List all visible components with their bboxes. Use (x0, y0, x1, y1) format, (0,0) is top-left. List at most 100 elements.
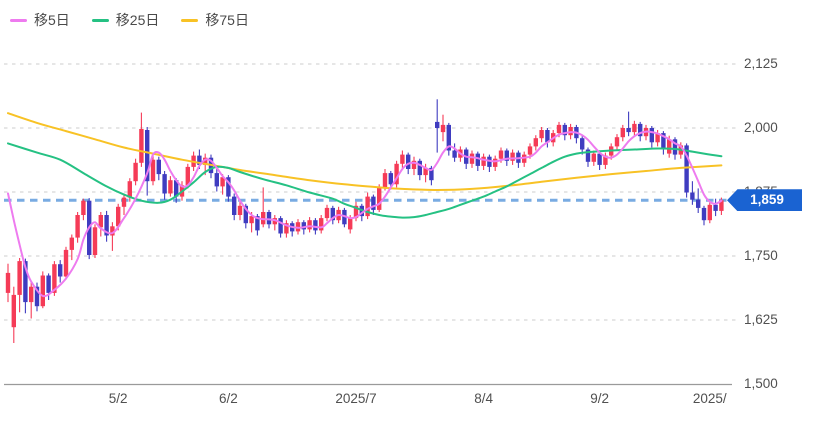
candle-body-up (667, 139, 672, 154)
legend-label-ma25: 移25日 (115, 12, 160, 28)
ma25-line-swatch-icon (91, 18, 109, 22)
candle-body-up (203, 157, 208, 165)
candle-body-down (475, 153, 480, 166)
candle-body-down (104, 215, 109, 236)
candle-body-up (92, 227, 98, 255)
candle-body-up (411, 160, 417, 169)
x-axis-label: 6/2 (219, 391, 238, 406)
candle-body-up (139, 129, 144, 163)
candle-body-down (429, 167, 434, 181)
candle-body-down (371, 196, 376, 210)
candle-body-down (672, 139, 678, 155)
candle-body-down (243, 205, 248, 224)
ma5-line (7, 130, 723, 298)
legend-item-ma75: 移75日 (181, 10, 249, 30)
y-axis-label: 1,750 (744, 248, 778, 263)
candle-body-up (440, 124, 446, 133)
candle-body-up (116, 206, 121, 227)
current-price-badge: 1,859 (727, 189, 802, 212)
x-axis-label: 5/2 (108, 391, 128, 406)
legend-label-ma75: 移75日 (205, 12, 249, 28)
candle-body-down (388, 173, 393, 185)
candle-body-up (533, 138, 538, 147)
candle-body-up (493, 158, 498, 167)
candle-body-down (504, 150, 509, 161)
candle-body-up (620, 128, 625, 138)
candle-body-down (23, 261, 28, 303)
candle-body-up (324, 207, 330, 219)
candle-body-up (400, 154, 405, 164)
candle-body-down (597, 153, 602, 165)
candle-body-up (307, 220, 312, 230)
candle-body-up (5, 272, 11, 293)
candle-body-up (110, 226, 115, 236)
candle-body-up (69, 237, 74, 250)
candle-body-up (133, 162, 138, 182)
candle-body-up (707, 204, 712, 221)
candle-body-down (162, 174, 167, 194)
candle-body-up (98, 215, 103, 228)
candle-body-down (435, 121, 440, 128)
x-axis-label: 9/2 (590, 391, 609, 406)
candle-body-up (481, 156, 486, 166)
candle-body-up (121, 197, 127, 207)
candle-body-down (145, 130, 150, 182)
y-axis-label: 2,000 (744, 120, 778, 135)
candle-body-down (330, 207, 335, 221)
candle-body-down (214, 173, 219, 187)
candle-body-up (527, 146, 533, 155)
candle-body-down (232, 196, 237, 215)
current-price-value: 1,859 (750, 192, 784, 208)
candle-body-down (696, 199, 701, 208)
candle-body-up (63, 249, 69, 277)
candle-body-up (394, 163, 399, 185)
candle-body-down (226, 177, 231, 197)
candle-body-down (278, 218, 283, 234)
candle-body-down (684, 145, 689, 193)
candle-body-up (220, 177, 225, 187)
candle-body-up (249, 216, 254, 224)
candle-body-down (34, 286, 40, 307)
candle-body-up (237, 205, 243, 215)
candle-body-down (417, 160, 422, 176)
candle-body-up (284, 223, 289, 234)
candle-body-down (580, 138, 585, 150)
candle-body-down (649, 128, 654, 143)
ma25-line (7, 142, 723, 219)
ma75-line (7, 112, 723, 192)
candle-body-up (423, 167, 428, 176)
candle-body-down (46, 275, 51, 293)
candle-body-down (701, 207, 707, 221)
candle-body-up (603, 155, 608, 165)
candle-body-down (626, 128, 631, 133)
candle-body-up (522, 154, 527, 163)
candle-body-up (614, 137, 620, 147)
candle-body-down (690, 192, 695, 200)
candle-body-down (58, 264, 63, 277)
candle-body-up (185, 166, 190, 186)
candle-body-down (301, 222, 306, 230)
y-axis-label: 1,625 (744, 312, 778, 327)
candle-body-up (52, 264, 57, 293)
candle-body-down (638, 123, 643, 137)
candle-body-up (382, 173, 388, 188)
candle-body-down (562, 124, 567, 136)
candle-body-up (75, 215, 80, 238)
candle-body-down (585, 149, 591, 162)
candle-body-up (17, 261, 22, 295)
candle-body-down (446, 124, 451, 151)
candle-body-down (156, 159, 161, 175)
ma75-line-swatch-icon (181, 18, 199, 22)
candle-body-down (661, 133, 666, 150)
candle-body-up (40, 275, 45, 307)
candle-body-down (406, 154, 411, 169)
candle-body-down (713, 204, 718, 211)
candle-body-up (11, 294, 16, 328)
candle-body-up (29, 286, 34, 303)
y-axis-label: 2,125 (744, 56, 778, 71)
candle-body-up (377, 187, 382, 210)
candle-body-up (150, 159, 156, 182)
legend: 移5日 移25日 移75日 (10, 10, 249, 30)
candle-body-down (452, 150, 457, 158)
